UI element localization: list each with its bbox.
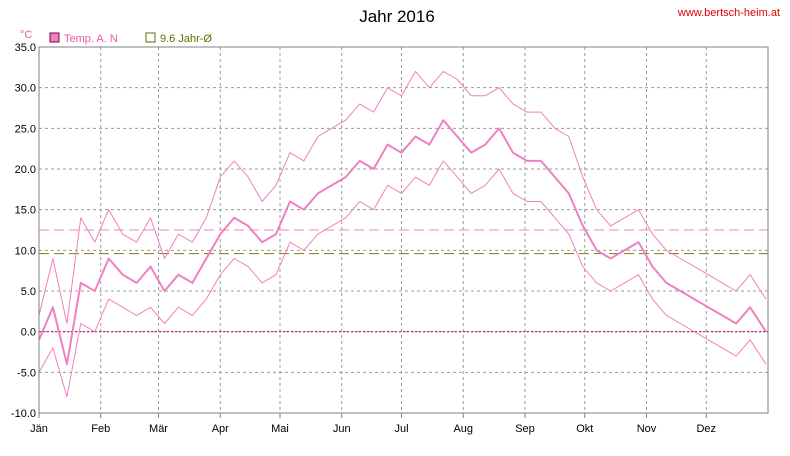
- x-tick-label: Aug: [453, 423, 473, 435]
- x-tick-label: Jän: [30, 423, 48, 435]
- x-axis-ticks: Jän Feb Mär Apr Mai Jun Jul Aug Sep Okt Nov Dez: [30, 413, 716, 435]
- y-tick-label: 35.0: [15, 42, 36, 54]
- chart-title: Jahr 2016: [359, 7, 435, 26]
- y-tick-label: 25.0: [15, 123, 36, 135]
- legend-swatch-temp: [49, 32, 60, 43]
- y-tick-label: -5.0: [17, 367, 36, 379]
- y-tick-label: 30.0: [15, 83, 36, 95]
- x-tick-label: Jul: [394, 423, 408, 435]
- x-tick-label: Nov: [637, 423, 657, 435]
- x-tick-label: Feb: [91, 423, 110, 435]
- y-tick-label: -10.0: [11, 408, 36, 420]
- legend-label-avg: 9.6 Jahr-Ø: [160, 33, 212, 45]
- series-line-mean: [38, 119, 767, 366]
- site-link[interactable]: www.bertsch-heim.at: [677, 7, 780, 19]
- x-tick-label: Mai: [271, 423, 289, 435]
- series-line-min: [38, 160, 767, 398]
- series-lines: [38, 70, 767, 398]
- y-tick-label: 10.0: [15, 245, 36, 257]
- y-tick-label: 0.0: [21, 327, 36, 339]
- x-tick-label: Dez: [696, 423, 716, 435]
- legend-swatch-avg: [145, 32, 156, 43]
- y-tick-label: 15.0: [15, 205, 36, 217]
- x-tick-label: Apr: [212, 423, 229, 435]
- legend: Temp. A. N 9.6 Jahr-Ø: [49, 32, 212, 45]
- y-tick-label: 5.0: [21, 286, 36, 298]
- x-tick-label: Jun: [333, 423, 351, 435]
- x-tick-label: Mär: [149, 423, 168, 435]
- plot-frame: [38, 46, 769, 414]
- y-axis-unit: °C: [20, 29, 32, 41]
- y-axis-ticks: -10.0 -5.0 0.0 5.0 10.0 15.0 20.0 25.0 30.0 35.0: [11, 42, 36, 420]
- x-tick-label: Sep: [515, 423, 535, 435]
- series-line-max: [38, 70, 767, 324]
- x-tick-label: Okt: [576, 423, 593, 435]
- legend-label-temp: Temp. A. N: [64, 33, 118, 45]
- reference-lines: [39, 229, 768, 333]
- y-tick-label: 20.0: [15, 164, 36, 176]
